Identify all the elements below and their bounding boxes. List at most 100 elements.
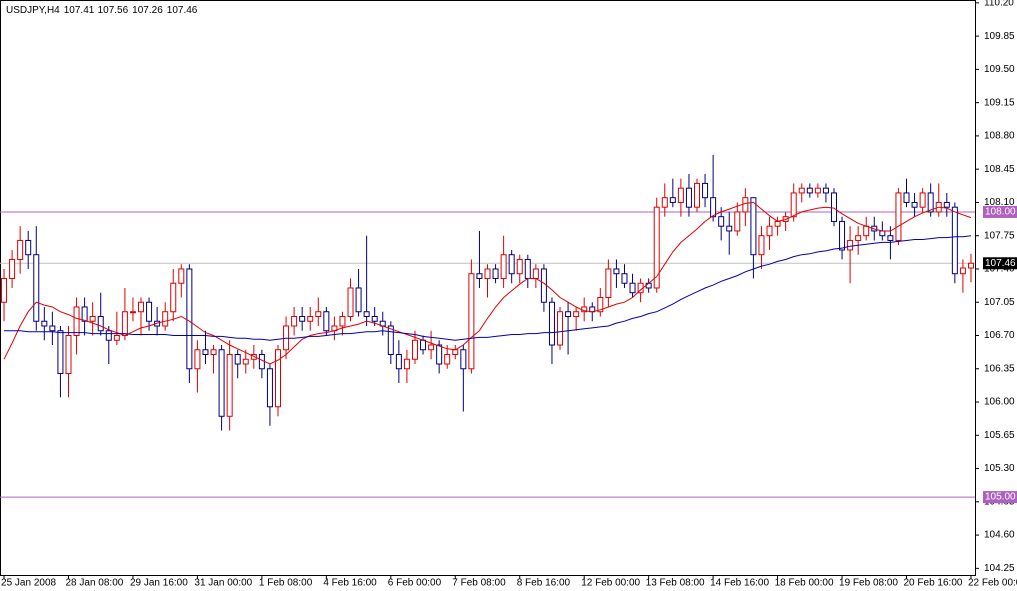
close-value: 107.46 bbox=[167, 5, 198, 16]
candle-body bbox=[49, 325, 56, 332]
candle-body bbox=[484, 268, 491, 279]
level-label: 105.00 bbox=[985, 492, 1016, 503]
candle-body bbox=[97, 315, 104, 332]
candle-body bbox=[315, 311, 322, 317]
y-tick-label: 104.25 bbox=[984, 563, 1015, 574]
candle-body bbox=[927, 192, 934, 213]
candle-body bbox=[403, 358, 410, 370]
x-tick-label: 28 Jan 08:00 bbox=[65, 578, 123, 589]
candle-body bbox=[371, 315, 378, 322]
candle-body bbox=[436, 344, 443, 365]
candle-body bbox=[41, 320, 48, 327]
x-tick-label: 25 Jan 2008 bbox=[1, 578, 56, 589]
candle-body bbox=[911, 201, 918, 208]
y-tick-label: 109.15 bbox=[984, 97, 1015, 108]
candle-body bbox=[548, 301, 555, 346]
candle-body bbox=[291, 315, 298, 327]
candle-body bbox=[863, 225, 870, 237]
candle-body bbox=[806, 187, 813, 194]
candle-body bbox=[138, 301, 145, 313]
candle-body bbox=[146, 301, 153, 322]
candle-body bbox=[65, 334, 72, 375]
x-tick-label: 20 Feb 16:00 bbox=[904, 578, 963, 589]
candle-body bbox=[105, 330, 112, 341]
candle-body bbox=[621, 273, 628, 284]
candle-body bbox=[452, 349, 459, 356]
candle-body bbox=[742, 197, 749, 213]
candle-body bbox=[524, 258, 531, 279]
candle-body bbox=[25, 239, 32, 256]
candle-body bbox=[323, 311, 330, 332]
y-tick-label: 106.35 bbox=[984, 363, 1015, 374]
high-value: 107.56 bbox=[98, 5, 129, 16]
candle-body bbox=[540, 268, 547, 303]
candle-body bbox=[694, 182, 701, 208]
candle-body bbox=[790, 192, 797, 218]
candle-body bbox=[218, 349, 225, 417]
candle-body bbox=[444, 354, 451, 365]
y-tick-label: 106.00 bbox=[984, 397, 1015, 408]
x-tick-label: 13 Feb 08:00 bbox=[646, 578, 705, 589]
candle-body bbox=[879, 230, 886, 237]
candle-body bbox=[710, 197, 717, 218]
candle-body bbox=[73, 306, 80, 336]
candle-body bbox=[847, 239, 854, 251]
candle-body bbox=[347, 287, 354, 317]
candle-body bbox=[629, 282, 636, 294]
x-tick-label: 1 Feb 08:00 bbox=[259, 578, 313, 589]
candle-body bbox=[162, 311, 169, 327]
candle-body bbox=[363, 311, 370, 317]
level-label-box bbox=[983, 205, 1017, 218]
candle-body bbox=[113, 334, 120, 341]
chart-header: USDJPY,H4 107.41 107.56 107.26 107.46 bbox=[6, 5, 198, 16]
candle-body bbox=[226, 354, 233, 417]
candle-body bbox=[121, 311, 128, 336]
candle-body bbox=[573, 311, 580, 317]
candle-body bbox=[500, 254, 507, 279]
candle-body bbox=[669, 197, 676, 203]
y-tick-label: 108.10 bbox=[984, 197, 1015, 208]
x-tick-label: 4 Feb 16:00 bbox=[323, 578, 377, 589]
candle-body bbox=[476, 273, 483, 279]
candle-body bbox=[17, 239, 24, 260]
candle-body bbox=[766, 225, 773, 237]
candle-body bbox=[758, 235, 765, 256]
candle-body bbox=[774, 220, 781, 227]
x-tick-label: 31 Jan 00:00 bbox=[194, 578, 252, 589]
candle-body bbox=[355, 287, 362, 313]
candle-body bbox=[1, 277, 8, 303]
candle-body bbox=[339, 315, 346, 327]
candle-body bbox=[129, 311, 136, 314]
x-tick-label: 6 Feb 00:00 bbox=[388, 578, 442, 589]
candle-body bbox=[202, 349, 209, 356]
candle-body bbox=[468, 273, 475, 370]
candle-body bbox=[734, 211, 741, 232]
candle-body bbox=[855, 235, 862, 241]
candle-body bbox=[822, 187, 829, 194]
x-tick-label: 19 Feb 08:00 bbox=[839, 578, 898, 589]
candle-body bbox=[395, 354, 402, 370]
y-tick-label: 108.45 bbox=[984, 164, 1015, 175]
candle-body bbox=[613, 268, 620, 275]
y-tick-label: 106.70 bbox=[984, 330, 1015, 341]
candle-body bbox=[645, 282, 652, 289]
x-tick-label: 12 Feb 00:00 bbox=[581, 578, 640, 589]
candle-body bbox=[557, 311, 564, 346]
candle-body bbox=[726, 225, 733, 232]
candle-body bbox=[903, 192, 910, 203]
candle-body bbox=[387, 325, 394, 356]
candle-body bbox=[605, 268, 612, 298]
candle-body bbox=[677, 187, 684, 203]
candle-body bbox=[9, 258, 16, 279]
candle-body bbox=[532, 268, 539, 279]
y-tick-label: 108.80 bbox=[984, 131, 1015, 142]
candle-body bbox=[597, 296, 604, 313]
candle-body bbox=[258, 354, 265, 370]
moving-average bbox=[3, 201, 972, 365]
candle-body bbox=[307, 315, 314, 322]
y-tick-label: 105.65 bbox=[984, 430, 1015, 441]
last-price-label: 107.46 bbox=[985, 258, 1016, 269]
y-tick-label: 107.75 bbox=[984, 230, 1015, 241]
candle-body bbox=[411, 339, 418, 360]
y-tick-label: 109.50 bbox=[984, 64, 1015, 75]
